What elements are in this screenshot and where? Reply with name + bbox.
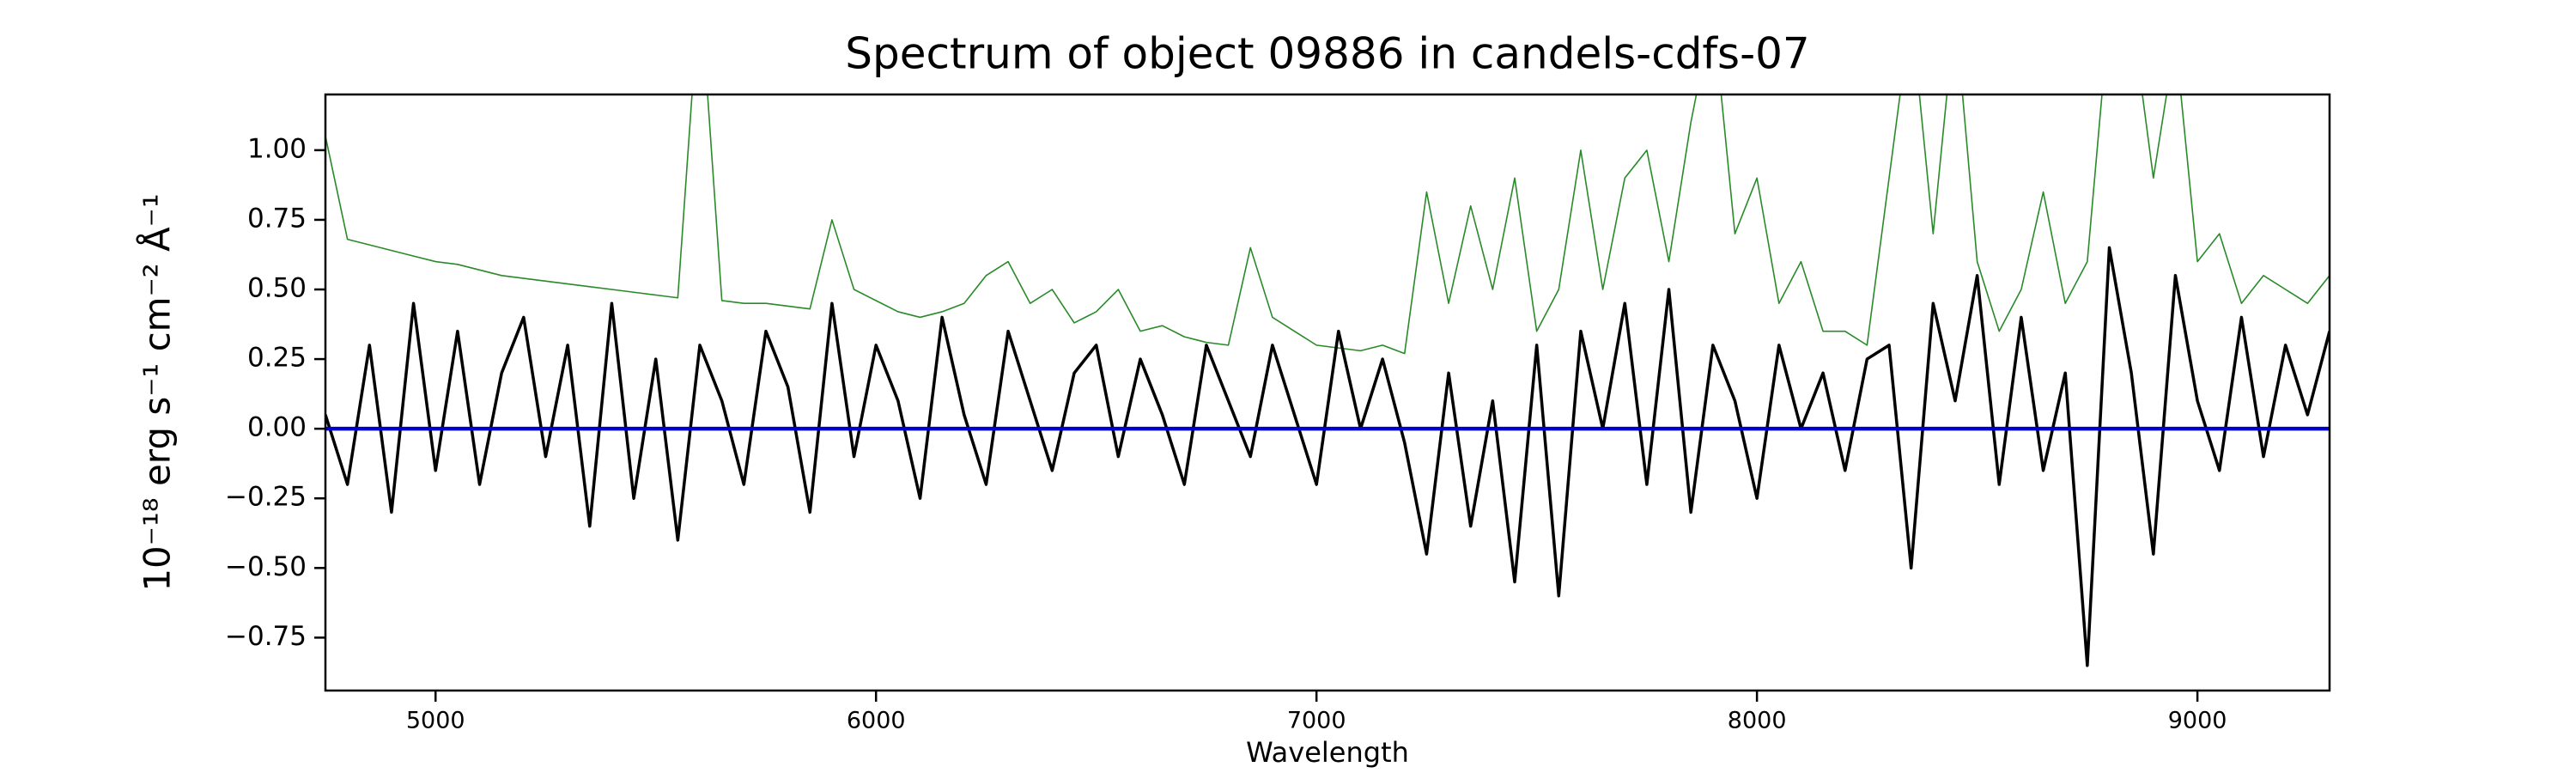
plot-frame bbox=[324, 93, 2331, 692]
y-tick-label: 1.00 bbox=[247, 133, 307, 164]
spectrum-line bbox=[325, 94, 2330, 355]
x-tick-label: 5000 bbox=[406, 708, 465, 734]
x-tick-label: 6000 bbox=[847, 708, 906, 734]
y-tick-label: −0.25 bbox=[225, 482, 307, 513]
y-tick-label: 0.00 bbox=[247, 412, 307, 443]
x-axis-label: Wavelength bbox=[1246, 736, 1409, 769]
y-axis-label: 10⁻¹⁸ erg s⁻¹ cm⁻² Å⁻¹ bbox=[136, 193, 179, 591]
y-tick-label: −0.75 bbox=[225, 621, 307, 652]
plot-area bbox=[325, 94, 2330, 667]
y-tick-label: 0.25 bbox=[247, 343, 307, 374]
chart-title: Spectrum of object 09886 in candels-cdfs… bbox=[845, 29, 1810, 79]
spectrum-line bbox=[325, 246, 2330, 667]
x-tick-label: 9000 bbox=[2168, 708, 2227, 734]
y-tick-label: 0.75 bbox=[247, 203, 307, 234]
y-tick-label: 0.50 bbox=[247, 273, 307, 304]
x-tick-label: 8000 bbox=[1728, 708, 1787, 734]
x-tick-label: 7000 bbox=[1287, 708, 1346, 734]
y-tick-label: −0.50 bbox=[225, 551, 307, 582]
